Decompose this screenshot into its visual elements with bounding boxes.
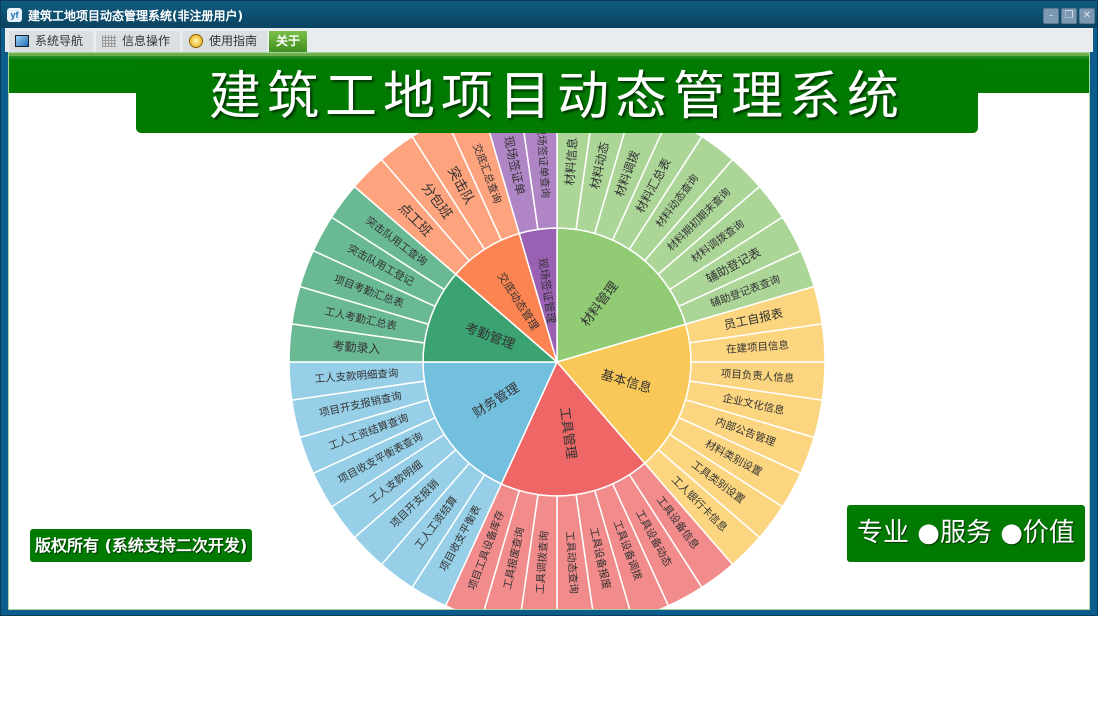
tab-system-nav[interactable]: 系统导航 [9,31,93,52]
monitor-icon [15,35,29,47]
tab-label: 信息操作 [122,34,171,48]
restore-button[interactable]: ❐ [1061,8,1077,24]
grid-icon [102,35,116,47]
tab-label: 关于 [275,34,300,48]
sunburst-segments [288,93,826,609]
leaf-label[interactable]: 现场签证单查询 [534,124,552,198]
restore-icon: ❐ [1064,10,1074,21]
leaf-label[interactable]: 工人支款明细查询 [314,366,399,385]
tab-label: 系统导航 [35,34,84,48]
minimize-button[interactable]: – [1043,8,1059,24]
toolbar: 系统导航 信息操作 使用指南 关于 [5,28,1093,52]
close-icon: ✕ [1082,10,1092,21]
app-window: yf 建筑工地项目动态管理系统(非注册用户) – ❐ ✕ 系统导航 信息操作 使… [0,0,1098,616]
content-area: 建筑工地项目动态管理系统 材料管理 材料信息 材料动态 材料调拨 材料汇总表 材料动态查询… [8,52,1090,610]
leaf-label[interactable]: 在建项目信息 [726,338,790,355]
leaf-label[interactable]: 材料信息 [562,137,580,186]
category-label[interactable]: 工具管理 [556,406,578,460]
help-icon [189,34,203,48]
slogan-badge: 专业 ●服务 ●价值 [847,505,1085,562]
tab-info-ops[interactable]: 信息操作 [96,31,180,52]
tab-user-guide[interactable]: 使用指南 [183,31,267,52]
banner-title: 建筑工地项目动态管理系统 [136,61,978,133]
minimize-icon: – [1048,10,1054,21]
leaf-label[interactable]: 项目负责人信息 [720,367,794,385]
leaf-label[interactable]: 工具动态查询 [563,531,580,595]
app-logo: yf [7,8,22,22]
copyright-badge: 版权所有 (系统支持二次开发) [30,529,253,562]
tab-label: 使用指南 [209,34,258,48]
tab-about[interactable]: 关于 [269,31,307,52]
title-bar: yf 建筑工地项目动态管理系统(非注册用户) – ❐ ✕ [1,1,1097,28]
leaf-label[interactable]: 工具调拨查询 [533,531,550,595]
close-button[interactable]: ✕ [1079,8,1095,24]
leaf-label[interactable]: 考勤录入 [332,339,381,356]
window-title: 建筑工地项目动态管理系统(非注册用户) [28,9,243,23]
